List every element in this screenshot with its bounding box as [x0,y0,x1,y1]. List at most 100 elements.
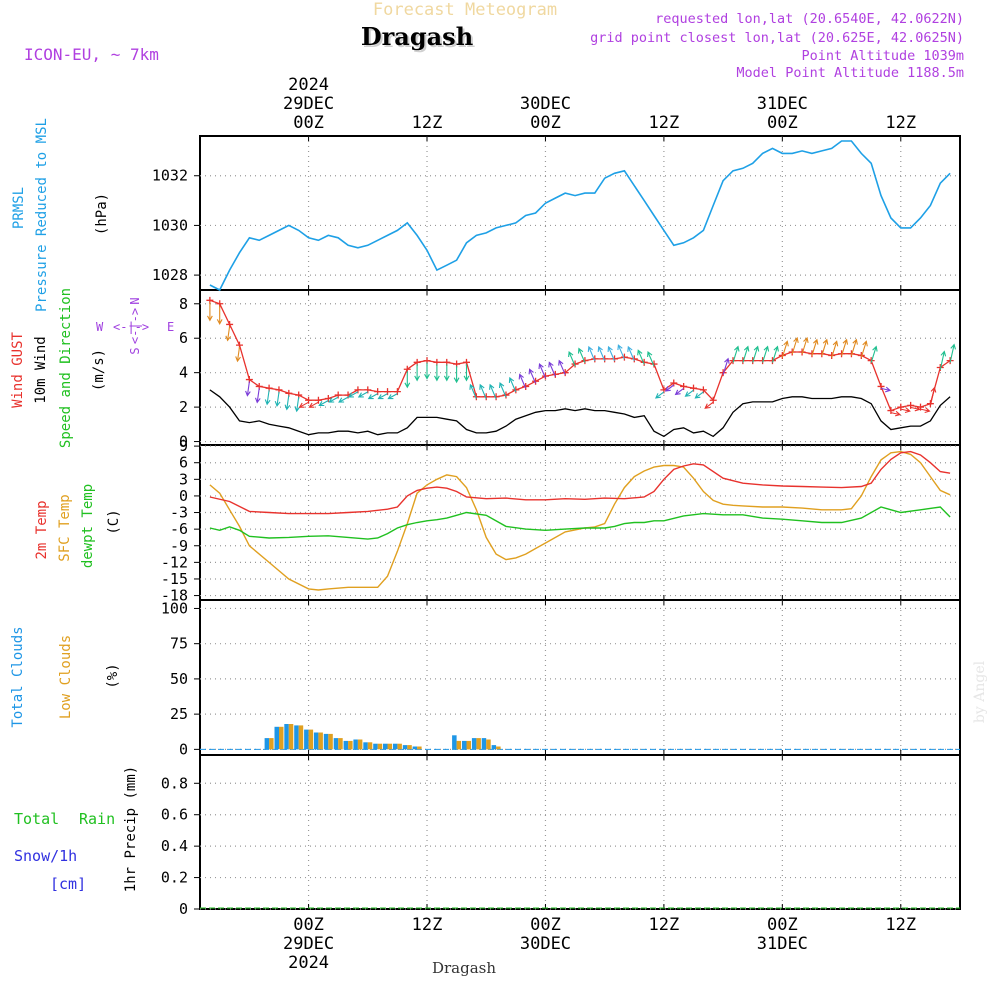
y-tick-label: 0.2 [161,869,188,887]
gust-marker [541,372,549,380]
gust-marker [739,357,747,365]
t2m-line [209,450,951,515]
wind-direction-arrow [860,340,868,358]
wind-direction-arrow [338,396,349,403]
low-cloud-bar [328,733,333,750]
y-tick-label: 6 [179,329,188,347]
low-cloud-bar [288,724,294,750]
dir-n-label: N [128,297,142,304]
gust-marker [522,382,530,390]
gust-marker [788,348,796,356]
wind-direction-arrow [318,400,329,407]
model-altitude: Model Point Altitude 1188.5m [736,65,964,81]
wind-direction-arrow [654,391,665,399]
total-cloud-bar [452,735,457,750]
y-tick-label: 25 [170,705,188,723]
y-tick-label: 0.4 [161,837,188,855]
wind-direction-arrow [377,393,388,400]
wind-dir-label: Speed and Direction [58,288,74,448]
wind-direction-arrow [254,388,261,404]
wind-direction-arrow [880,386,892,393]
wind-direction-arrow [443,364,450,382]
y-tick-label: 3 [179,470,188,488]
wind-direction-arrow [850,338,858,356]
panel-frame [199,754,961,910]
gust-marker [512,386,520,394]
rain-label: Rain [79,810,115,828]
gust-marker [630,355,638,363]
low-cloud-bar [407,745,412,750]
total-cloud-bar [471,738,477,750]
low-cloud-bar [456,740,462,750]
wind-direction-arrow [577,347,586,363]
total-cloud-bar [402,745,408,750]
wind-direction-arrow [910,405,921,412]
prmsl-label: PRMSL [11,187,27,229]
gust-marker [828,351,836,359]
low-cloud-bar [397,743,402,750]
requested-coords: requested lon,lat (20.6540E, 42.0622N) [655,11,964,27]
total-cloud-bar [294,725,299,750]
wind-direction-arrow [929,386,937,406]
wind-direction-arrow [722,357,730,375]
wind-direction-arrow [357,391,369,398]
gust-marker [620,353,628,361]
low-cloud-bar [417,746,422,750]
celsius-label: (C) [106,509,122,534]
total-cloud-bar [462,740,467,750]
precip-mm-label: 1hr Precip (mm) [123,766,139,892]
wind-direction-arrow [453,366,460,384]
wind-direction-arrow [528,368,537,384]
time-label: 31DEC [757,94,808,114]
gust-marker [581,357,589,365]
wind-direction-arrow [771,345,779,363]
wind-direction-arrow [434,364,440,382]
y-tick-label: 1032 [152,167,188,185]
wind-gust-label: Wind GUST [10,332,26,408]
time-label: 00Z [530,915,561,935]
low-cloud-bar [338,738,343,750]
wind-direction-arrow [811,338,819,356]
low-cloud-bar [466,740,471,750]
wind-direction-arrow [284,395,291,411]
low-cloud-bar [318,732,323,750]
panel-frames [199,135,961,910]
temperature-series [209,450,951,591]
wind-direction-arrow [558,359,566,375]
time-label: 00Z [530,113,561,133]
panel-frame [199,135,961,291]
wind-10m-label: 10m Wind [33,336,49,403]
ms-label: (m/s) [91,349,107,391]
low-cloud-bar [387,743,392,750]
wind-direction-arrow [694,391,704,399]
y-tick-label: 75 [170,635,188,653]
gust-marker [768,357,776,365]
wind-direction-arrow [568,351,576,367]
time-label: 00Z [767,113,798,133]
wind-direction-arrow [664,384,675,392]
dir-s-label: S [128,347,142,354]
gust-marker [650,360,658,368]
total-cloud-bar [343,740,349,750]
total-cloud-bar [264,738,270,750]
gust-marker [847,350,855,358]
gust-marker [818,350,826,358]
wind-direction-arrow [404,371,411,389]
gridpoint-coords: grid point closest lon,lat (20.625E, 42.… [590,30,964,46]
y-tick-label: -18 [161,587,188,605]
wind-direction-arrow [949,343,957,363]
wind-direction-arrow [225,326,232,342]
footer-location: Dragash [432,959,496,977]
wind-series [206,296,957,438]
wind-direction-arrow [235,347,241,363]
wind-direction-arrow [637,349,645,365]
hpa-label: (hPa) [94,193,110,235]
low-clouds-label: Low Clouds [58,635,74,719]
time-label: 29DEC [283,94,334,114]
total-cloud-bar [353,739,358,750]
wind-direction-arrow [732,345,740,363]
y-tick-label: 0.6 [161,806,188,824]
wind-direction-arrow [597,345,606,362]
wind-direction-arrow [704,401,714,409]
